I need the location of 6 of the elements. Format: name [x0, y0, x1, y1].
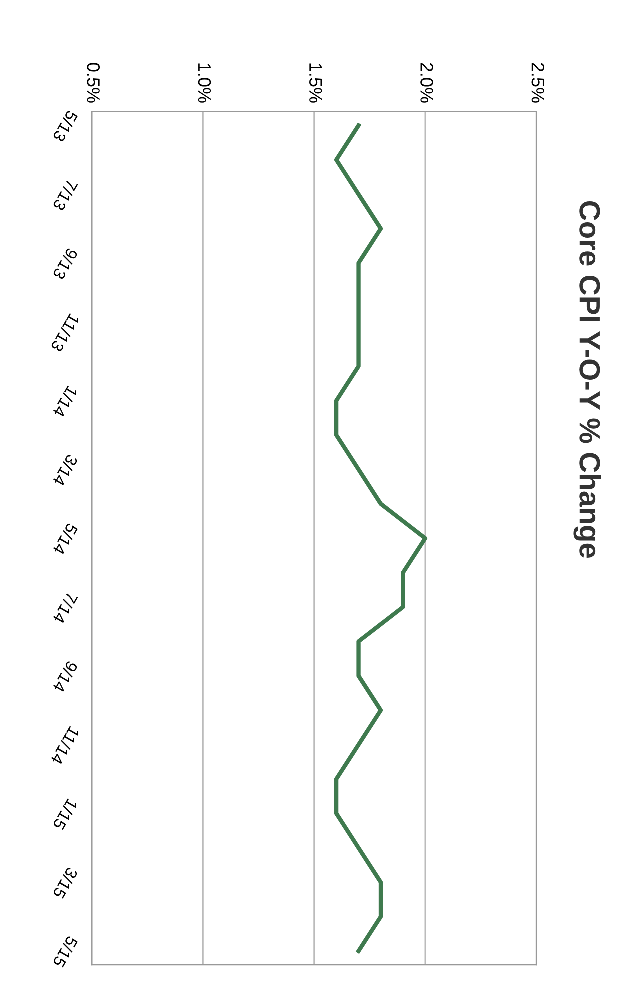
x-tick-label: 0.5%	[87, 63, 100, 103]
x-tick-label: 1.5%	[309, 64, 322, 103]
x-tick-label: 1.0%	[198, 64, 212, 103]
text: Core CPI Y-O-Y % Change	[574, 201, 602, 558]
x-tick-label: 2.5%	[532, 63, 545, 103]
x-tick-label: 2.0%	[420, 63, 434, 103]
